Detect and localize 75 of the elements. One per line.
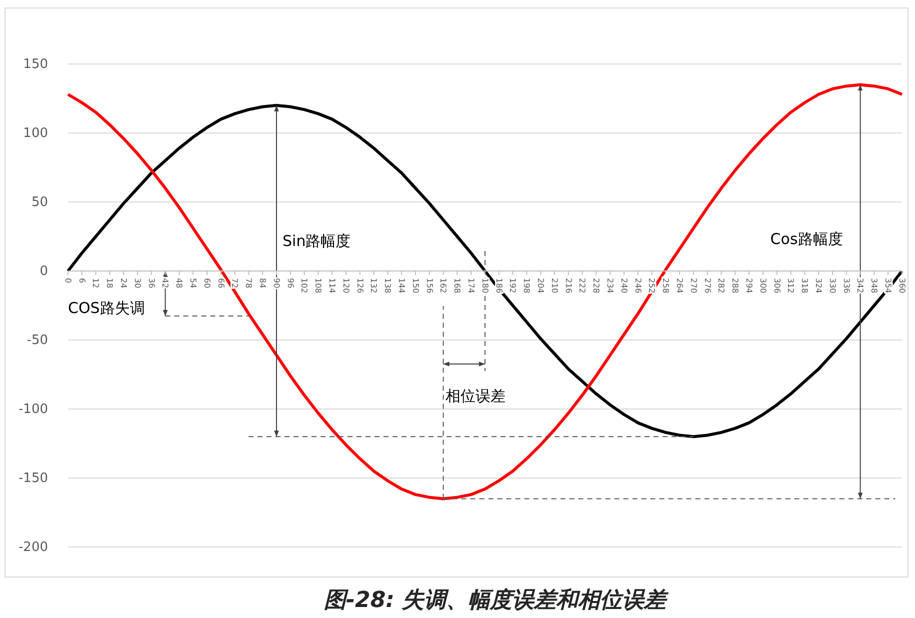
annotation: 相位误差: [445, 387, 506, 405]
x-tick-label: 234: [606, 278, 615, 294]
x-tick-label: 306: [772, 278, 782, 294]
x-tick-label: 30: [132, 278, 142, 288]
x-tick-label: 0: [63, 278, 72, 284]
x-tick-label: 276: [702, 278, 712, 294]
x-tick-label: 102: [300, 278, 309, 294]
x-tick-label: 348: [870, 278, 879, 294]
x-tick-label: 12: [91, 278, 100, 288]
x-tick-label: 54: [188, 278, 198, 288]
x-tick-label: 324: [814, 278, 824, 294]
x-tick-label: 186: [494, 278, 504, 294]
x-tick-label: 150: [410, 278, 420, 294]
x-tick-label: 336: [842, 278, 851, 294]
x-tick-label: 342: [856, 278, 865, 294]
y-tick-label: -50: [26, 333, 48, 348]
y-tick-label: -100: [18, 402, 48, 418]
x-tick-label: 18: [105, 278, 114, 288]
x-tick-label: 264: [675, 278, 684, 294]
x-tick-label: 24: [119, 278, 128, 288]
x-tick-label: 198: [522, 278, 532, 294]
x-tick-label: 42: [160, 278, 170, 288]
y-tick-label: 150: [23, 57, 48, 72]
x-tick-label: 312: [786, 278, 796, 294]
x-tick-label: 174: [466, 278, 476, 294]
x-tick-label: 222: [578, 278, 587, 294]
line-series: [66, 104, 904, 438]
text: 图-28: 失调、幅度误差和相位误差: [324, 587, 670, 613]
x-tick-label: 90: [272, 278, 281, 288]
x-tick-label: 294: [744, 278, 754, 294]
x-tick-label: 72: [230, 278, 240, 288]
x-tick-label: 168: [452, 278, 462, 294]
x-tick-label: 48: [174, 278, 184, 288]
x-tick-label: 96: [286, 278, 295, 288]
x-tick-label: 216: [564, 278, 573, 294]
x-tick-label: 288: [730, 278, 740, 294]
x-tick-label: 258: [661, 278, 670, 294]
x-tick-label: 66: [216, 278, 226, 288]
annotation: Cos路幅度: [770, 230, 843, 248]
x-tick-label: 252: [647, 278, 656, 294]
x-tick-label: 120: [341, 278, 350, 294]
x-tick-label: 360: [897, 278, 906, 294]
y-tick-label: 100: [23, 126, 48, 142]
x-tick-label: 246: [633, 278, 642, 294]
x-tick-label: 132: [369, 278, 378, 294]
line-series: [66, 83, 904, 500]
x-tick-label: 330: [828, 278, 837, 294]
x-tick-label: 300: [758, 278, 768, 294]
annotation: COS路失调: [68, 299, 145, 317]
x-tick-label: 78: [244, 278, 254, 288]
y-tick-label: 50: [31, 195, 48, 210]
x-tick-label: 240: [619, 278, 628, 294]
x-tick-label: 162: [438, 278, 448, 294]
x-tick-label: 270: [688, 278, 698, 294]
x-tick-label: 282: [716, 278, 726, 294]
x-tick-label: 228: [592, 278, 601, 294]
x-tick-label: 180: [480, 278, 490, 294]
x-tick-label: 108: [314, 278, 323, 294]
y-tick-label: -150: [18, 471, 48, 486]
x-tick-label: 156: [424, 278, 434, 294]
x-tick-label: 60: [202, 278, 212, 288]
x-tick-label: 354: [884, 278, 893, 294]
x-tick-label: 6: [77, 278, 86, 284]
x-tick-label: 144: [397, 278, 406, 294]
x-tick-label: 126: [355, 278, 364, 294]
y-tick-label: -200: [18, 540, 48, 556]
x-tick-label: 210: [550, 278, 559, 294]
x-tick-label: 84: [258, 278, 268, 288]
x-tick-label: 138: [383, 278, 392, 294]
x-tick-label: 114: [328, 278, 337, 294]
x-tick-label: 318: [800, 278, 810, 294]
x-tick-label: 204: [536, 278, 546, 294]
annotation: Sin路幅度: [282, 232, 351, 250]
x-tick-label: 36: [146, 278, 156, 288]
x-tick-label: 192: [508, 278, 518, 294]
